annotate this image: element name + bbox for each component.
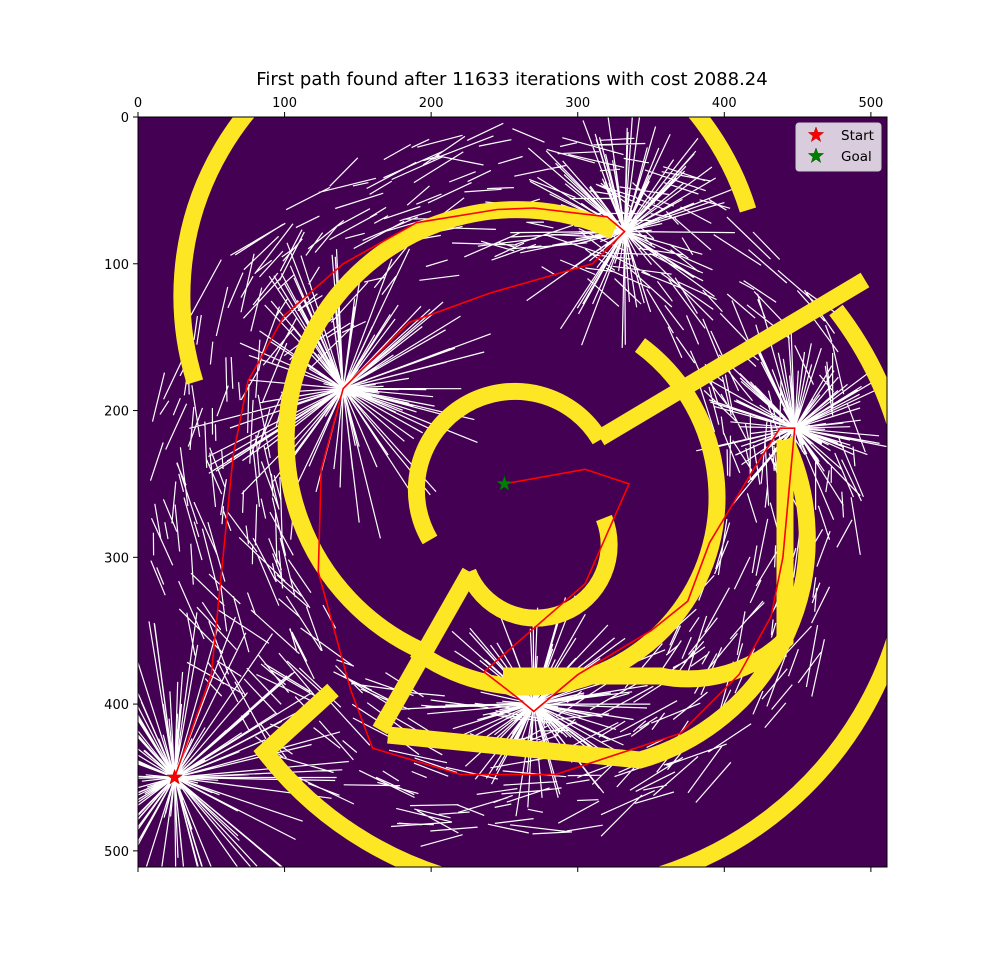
legend: Start Goal xyxy=(795,122,882,172)
maze-walls xyxy=(173,117,887,867)
goal-marker xyxy=(496,475,513,492)
start-marker xyxy=(166,768,184,785)
legend-goal-marker xyxy=(807,147,825,164)
tree-edge-bundle xyxy=(138,117,887,867)
right-stub-wall xyxy=(503,440,794,688)
x-tick-label: 200 xyxy=(419,96,444,111)
chart-title: First path found after 11633 iterations … xyxy=(256,69,767,90)
y-tick-label: 500 xyxy=(104,845,129,860)
tree-edges xyxy=(138,117,887,867)
x-tick-label: 100 xyxy=(272,96,297,111)
x-tick-label: 500 xyxy=(858,96,883,111)
outer-arc-wall xyxy=(173,117,757,385)
legend-start-label: Start xyxy=(841,128,874,144)
y-tick-label: 300 xyxy=(104,551,129,566)
inner-arc-wall xyxy=(409,338,726,696)
core-arc-wall xyxy=(407,382,608,545)
plot-frame xyxy=(137,116,888,868)
diagonal-wall xyxy=(595,272,870,446)
y-tick-label: 400 xyxy=(104,698,129,713)
y-tick-label: 0 xyxy=(121,111,129,126)
x-axis-bottom xyxy=(137,867,872,872)
core-hook-wall xyxy=(460,514,618,627)
y-tick-label: 100 xyxy=(104,258,129,273)
legend-goal-label: Goal xyxy=(841,149,872,165)
x-axis-top: 0 100 200 300 400 500 xyxy=(134,96,883,117)
path-line xyxy=(173,207,796,778)
plot-area xyxy=(138,117,887,867)
y-axis: 0 100 200 300 400 500 xyxy=(104,111,138,860)
x-tick-label: 0 xyxy=(134,96,142,111)
y-tick-label: 200 xyxy=(104,405,129,420)
legend-start-marker xyxy=(807,126,825,143)
x-tick-label: 300 xyxy=(565,96,590,111)
diagonal-bar-wall xyxy=(372,567,478,735)
x-tick-label: 400 xyxy=(712,96,737,111)
right-arc-wall xyxy=(253,304,887,867)
